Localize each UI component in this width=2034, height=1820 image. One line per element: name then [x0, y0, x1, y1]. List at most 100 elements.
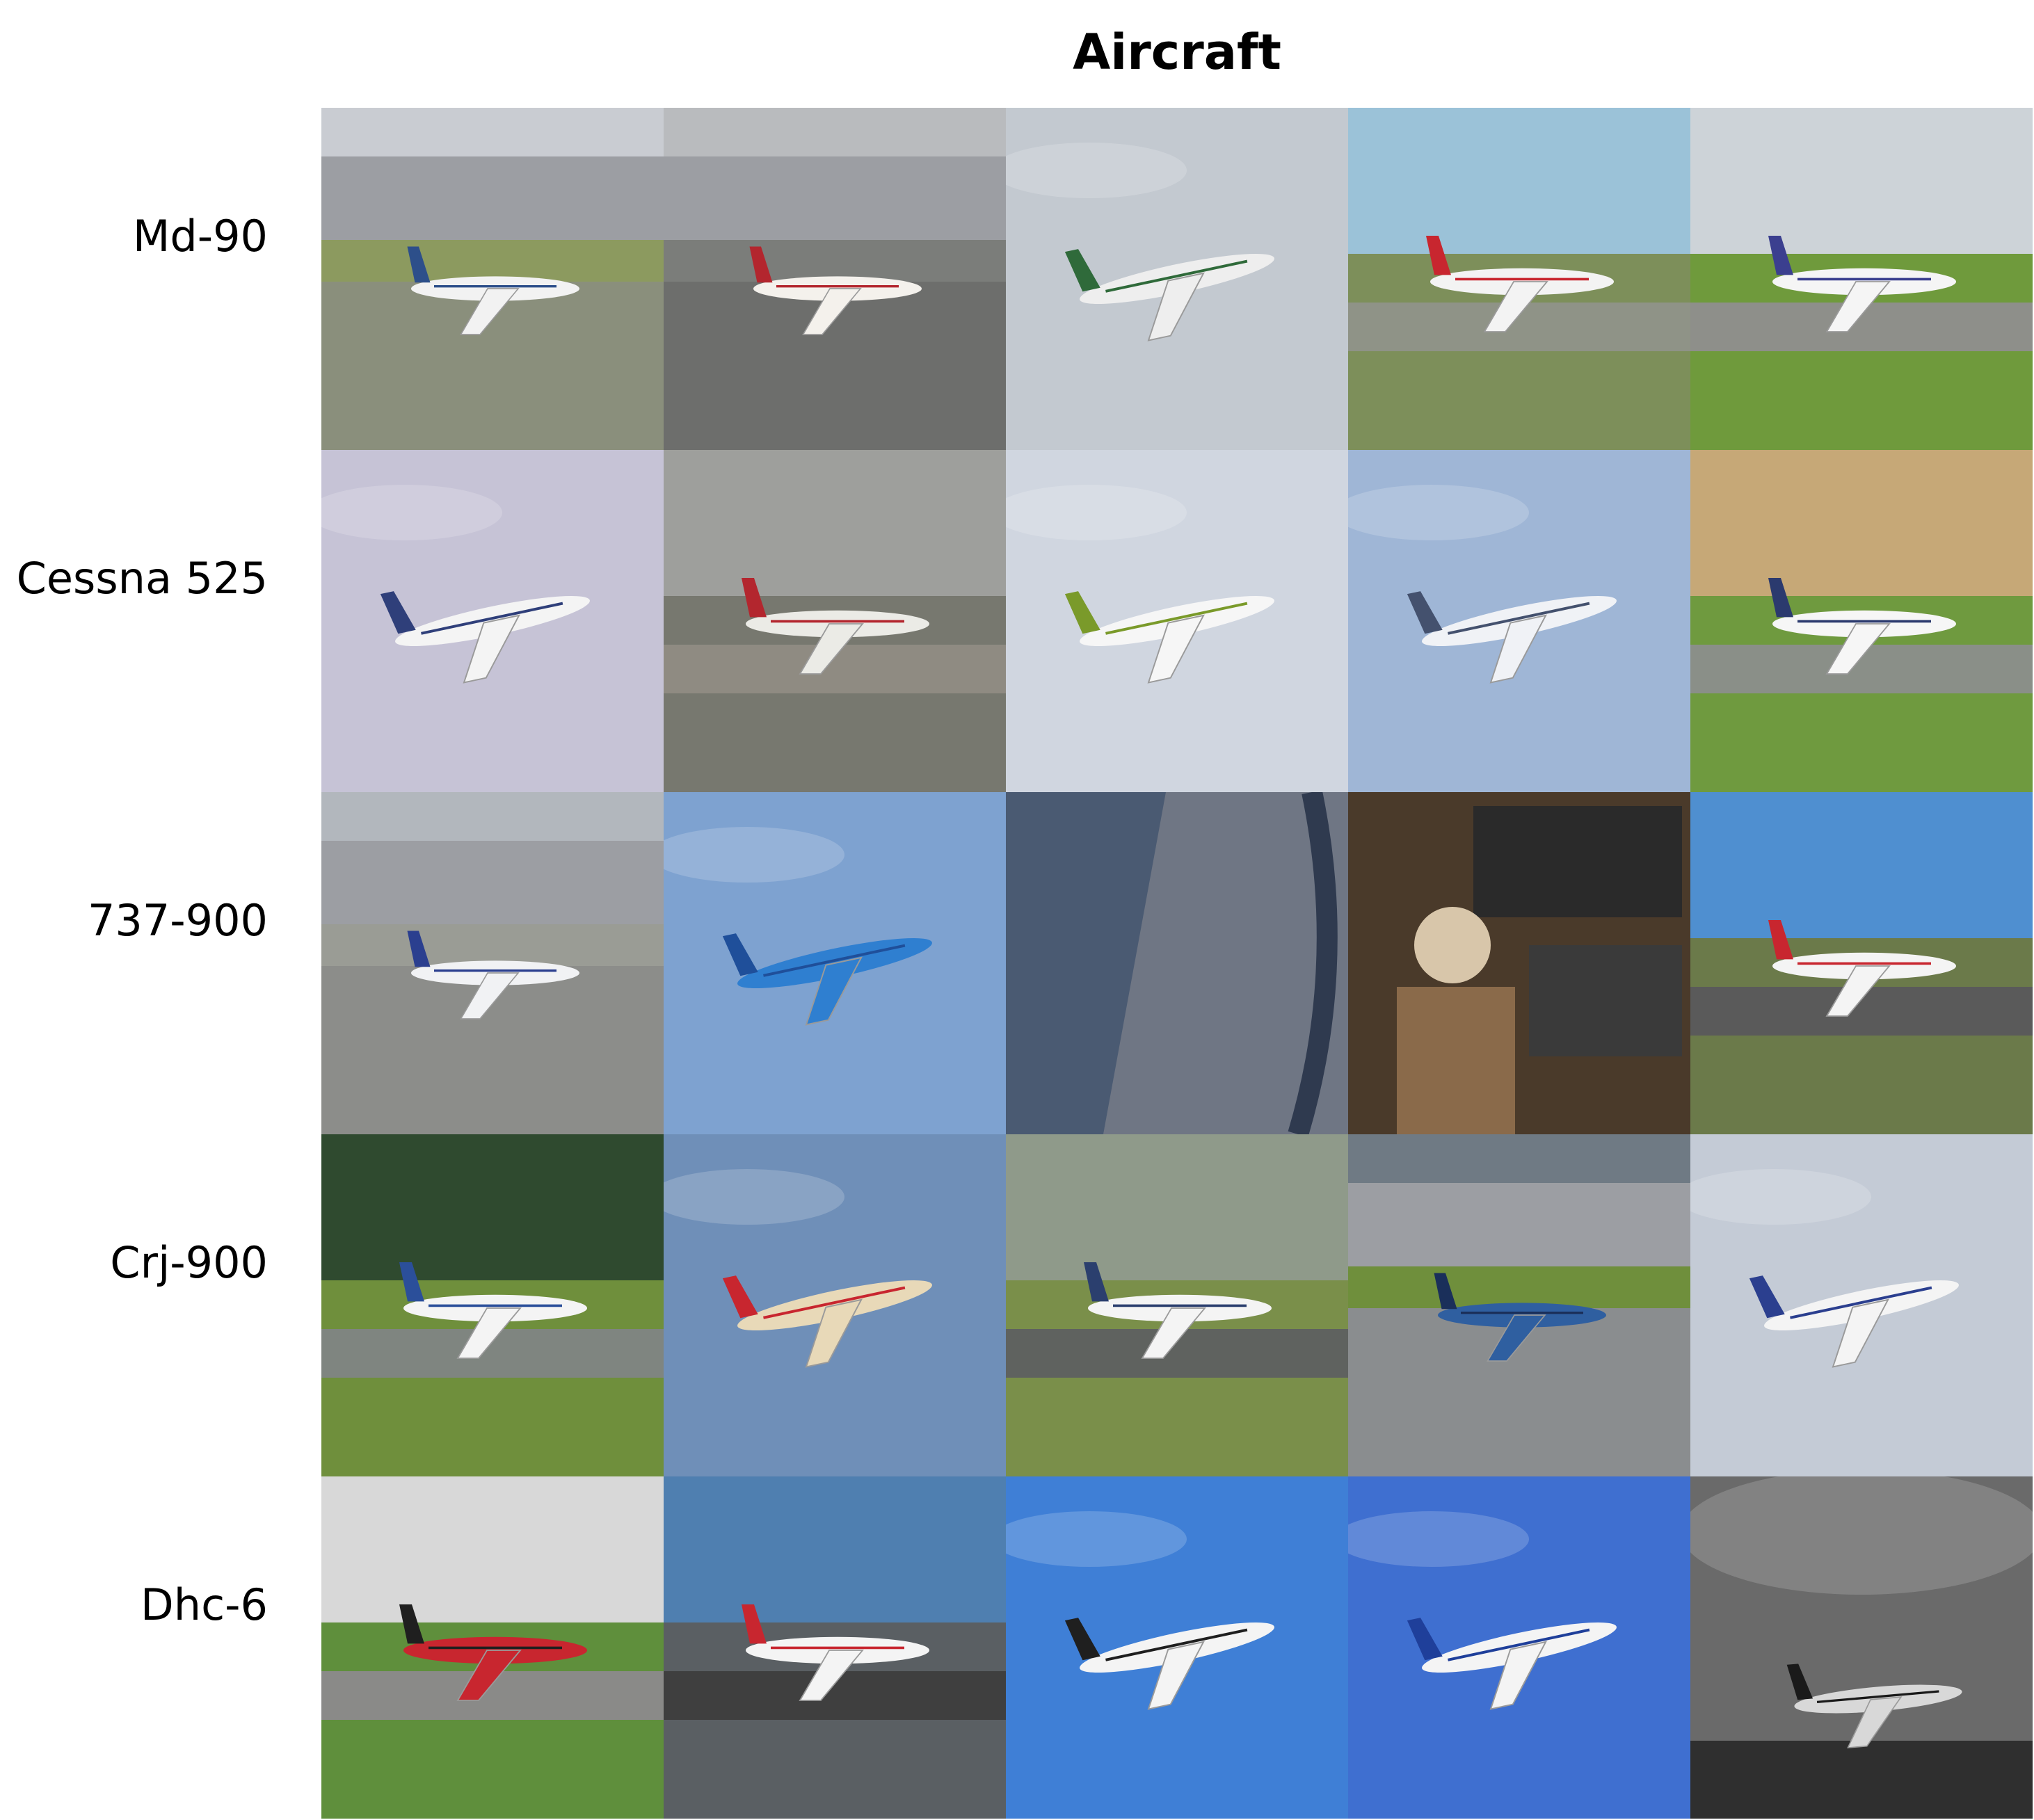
cheatline: [763, 944, 906, 977]
tail-fin: [399, 1604, 424, 1644]
photo-image: [1348, 450, 1690, 792]
aircraft-shape: [1768, 578, 1956, 675]
near-grass: [1690, 693, 2033, 792]
wing: [1487, 1314, 1546, 1362]
tail-fin: [1768, 236, 1793, 275]
photo-image: [1006, 792, 1348, 1134]
wing: [1147, 272, 1205, 341]
cheatline: [1105, 602, 1248, 635]
wing: [460, 288, 520, 335]
photo-bizjet-landing-lavender-sky: [321, 450, 664, 792]
wing: [1847, 1696, 1903, 1749]
photo-image: [1348, 108, 1690, 450]
pilot-head: [1414, 907, 1491, 983]
near-grass: [664, 693, 1006, 792]
photo-twin-otter-overhead: [1348, 1476, 1690, 1819]
photo-airliner-climbing-overcast: [1006, 108, 1348, 450]
tail-fin: [1426, 236, 1451, 275]
row-label-737-900: 737-900: [87, 895, 268, 946]
tail-fin: [1407, 1618, 1443, 1661]
photo-image: [321, 1476, 664, 1819]
row-label-dhc-6: Dhc-6: [141, 1579, 268, 1630]
aircraft-shape: [1064, 591, 1274, 684]
wing: [1483, 281, 1548, 332]
tail-fin: [1407, 591, 1443, 634]
photo-image: [664, 1476, 1006, 1819]
row-label-cessna-525: Cessna 525: [16, 553, 268, 604]
wing-surface: [1006, 792, 1166, 1134]
photo-image: [1690, 792, 2033, 1134]
photo-image: [664, 450, 1006, 792]
photo-pilot-in-cockpit: [1348, 792, 1690, 1134]
cloud: [1006, 1511, 1187, 1567]
window-frame: [1288, 792, 1338, 1134]
grass-strip: [321, 924, 664, 966]
buildings: [321, 156, 664, 240]
wing: [799, 1650, 864, 1701]
tail-fin: [1064, 249, 1100, 292]
photo-airport-terminal-red-tail: [664, 108, 1006, 450]
wing: [1141, 1307, 1206, 1359]
aircraft-shape: [399, 1604, 587, 1701]
near-grass: [1690, 351, 2033, 450]
aircraft-shape: [722, 1275, 932, 1368]
wing: [456, 1650, 522, 1701]
storm-cloud: [1690, 1476, 2033, 1595]
photo-twin-otter-tarmac-clouds: [664, 1476, 1006, 1819]
photo-wing-view-from-window: [1006, 792, 1348, 1134]
photo-image: [664, 1134, 1006, 1476]
wing: [463, 614, 520, 684]
tail-fin: [1786, 1664, 1813, 1700]
aircraft-shape: [1407, 1618, 1617, 1710]
photo-twin-otter-stormy-sky-monochrome: [1690, 1476, 2033, 1819]
wing: [1832, 1298, 1889, 1368]
wing: [802, 288, 862, 335]
photo-image: [1006, 1134, 1348, 1476]
near-grass: [1006, 1378, 1348, 1476]
cheatline: [421, 602, 563, 635]
wing: [805, 956, 863, 1026]
wing: [1825, 623, 1891, 675]
photo-image: [1690, 1476, 2033, 1819]
photo-delta-airliner-runway-blue-sky: [1690, 792, 2033, 1134]
photo-image: [1690, 450, 2033, 792]
photo-bizjet-flying-blue-sky: [1348, 450, 1690, 792]
overhead-panel: [1473, 806, 1682, 917]
photo-united-airliner-hangar: [321, 792, 664, 1134]
cheatline: [1816, 1690, 1939, 1704]
row-label-md-90: Md-90: [132, 211, 268, 261]
photo-twin-otter-flying-blue-sky: [1006, 1476, 1348, 1819]
tail-fin: [1064, 591, 1100, 634]
photo-image: [1006, 108, 1348, 450]
photo-image: [664, 792, 1006, 1134]
photo-image: [1348, 1476, 1690, 1819]
photo-airliner-on-runway-grass: [1690, 108, 2033, 450]
photo-klm-airliner-climbing-clouds: [664, 792, 1006, 1134]
aircraft-shape: [1407, 591, 1617, 684]
aircraft-shape: [1426, 236, 1614, 332]
aircraft-shape: [1749, 1275, 1959, 1368]
aircraft-shape: [749, 246, 922, 335]
aircraft-shape: [722, 933, 932, 1026]
photo-delta-airliner-taxiing: [1348, 108, 1690, 450]
tail-fin: [380, 591, 416, 634]
photo-image: [1690, 1134, 2033, 1476]
aircraft-shape: [742, 578, 929, 675]
tail-fin: [407, 246, 431, 283]
tail-fin: [1749, 1275, 1785, 1319]
photo-image: [1348, 792, 1690, 1134]
pilot-body: [1397, 987, 1515, 1134]
row-label-crj-900: Crj-900: [110, 1237, 268, 1288]
cloud: [1006, 143, 1187, 198]
grass-strip: [664, 240, 1006, 282]
wing: [1147, 614, 1205, 684]
photo-bizjet-flying-pale-sky: [1006, 450, 1348, 792]
photo-red-twin-otter-grass: [321, 1476, 664, 1819]
photo-image: [321, 450, 664, 792]
image-grid: [321, 108, 2033, 1819]
cloud: [1348, 1511, 1529, 1567]
wing: [1489, 614, 1547, 684]
cloud: [1690, 1169, 1871, 1225]
aircraft-shape: [1786, 1664, 1962, 1749]
cheatline: [1105, 259, 1248, 293]
